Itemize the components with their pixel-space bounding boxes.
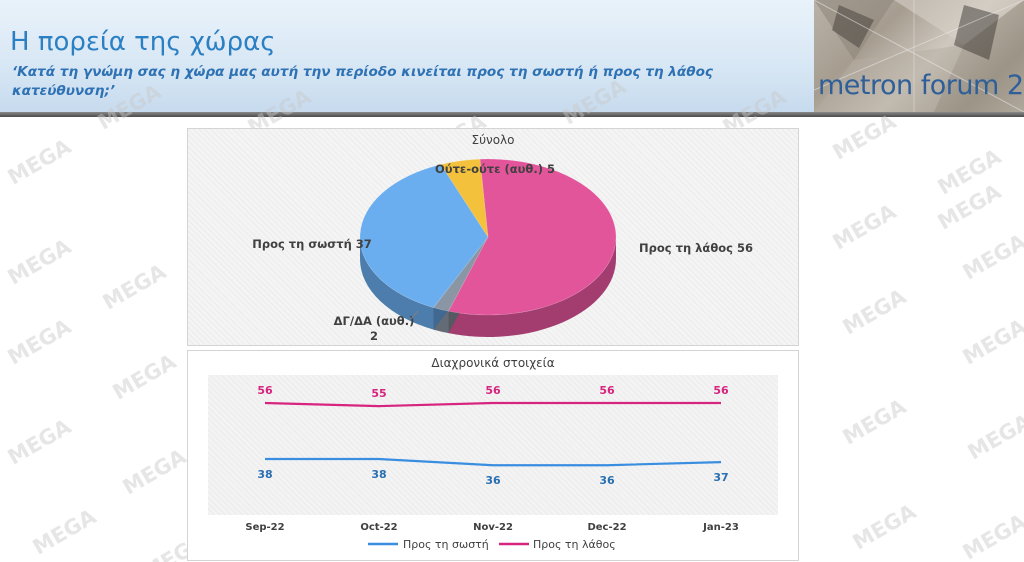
watermark-text: MEGA <box>838 394 911 450</box>
watermark-text: MEGA <box>963 409 1024 465</box>
watermark-text: MEGA <box>958 509 1024 562</box>
pie-label-dk-na: ΔΓ/ΔΑ (αυθ.) <box>334 314 415 328</box>
subtitle-line-1: ‘Κατά τη γνώμη σας η χώρα μας αυτή την π… <box>12 64 713 80</box>
pie-chart: Ούτε-ούτε (αυθ.) 5 Προς τη σωστή 37 Προς… <box>252 158 753 343</box>
subtitle-line-2: κατεύθυνση;’ <box>12 83 116 99</box>
data-label: 38 <box>371 468 386 481</box>
data-label: 36 <box>599 474 615 487</box>
pie-label-dk-na-value: 2 <box>370 329 378 343</box>
line-chart-panel: Διαχρονικά στοιχεία Sep-22 Oct-22 Nov-22 De… <box>187 350 799 561</box>
x-tick-label: Jan-23 <box>702 522 739 533</box>
watermark-text: MEGA <box>828 109 901 165</box>
pie-chart-panel: Σύνολο Ούτε-ούτε (αυθ.) 5 Προς τη σωστή … <box>187 128 799 346</box>
watermark-text: MEGA <box>118 444 191 500</box>
pie-slice-side <box>448 237 616 337</box>
header-divider <box>0 112 1024 117</box>
line-chart-title: Διαχρονικά στοιχεία <box>431 356 555 370</box>
pie-slice <box>447 158 617 316</box>
data-label: 55 <box>371 387 386 400</box>
legend-label-wrong: Προς τη λάθος <box>533 538 616 551</box>
pie-leader-line <box>410 310 419 320</box>
data-label: 56 <box>257 384 273 397</box>
watermark-text: MEGA <box>958 229 1024 285</box>
watermark-text: MEGA <box>98 259 171 315</box>
line-plot-area <box>208 375 778 515</box>
pie-slice <box>432 236 489 312</box>
data-label: 36 <box>485 474 501 487</box>
watermark-text: MEGA <box>3 134 76 190</box>
slide-header: Η πορεία της χώρας ‘Κατά τη γνώμη σας η … <box>0 0 1024 112</box>
pie-label-wrong-direction: Προς τη λάθος 56 <box>639 241 753 255</box>
watermark-text: MEGA <box>933 179 1006 235</box>
metron-forum-logo: metron forum 2 <box>814 0 1024 112</box>
line-chart: Sep-22 Oct-22 Nov-22 Dec-22 Jan-23 38 38 36 36 37… <box>245 384 739 551</box>
data-label: 37 <box>713 471 728 484</box>
legend-label-right: Προς τη σωστή <box>403 538 489 551</box>
x-tick-label: Nov-22 <box>473 522 513 533</box>
logo-text: metron forum 2 <box>818 70 1024 101</box>
pie-chart-title: Σύνολο <box>471 133 515 147</box>
series-line <box>264 401 721 408</box>
data-label: 56 <box>713 384 729 397</box>
data-label: 38 <box>257 468 272 481</box>
watermark-text: MEGA <box>958 314 1024 370</box>
pie-label-right-direction: Προς τη σωστή 37 <box>252 237 372 251</box>
pie-label-neither: Ούτε-ούτε (αυθ.) 5 <box>435 162 555 176</box>
watermark-text: MEGA <box>3 414 76 470</box>
logo-background-graphic <box>814 0 1024 112</box>
x-tick-label: Oct-22 <box>360 522 397 533</box>
pie-slice-side <box>360 237 434 330</box>
watermark-text: MEGA <box>933 144 1006 200</box>
x-tick-label: Dec-22 <box>587 522 626 533</box>
x-tick-label: Sep-22 <box>245 522 284 533</box>
watermark-text: MEGA <box>838 284 911 340</box>
watermark-text: MEGA <box>28 504 101 560</box>
slide-title: Η πορεία της χώρας <box>10 27 276 57</box>
data-label: 56 <box>485 384 501 397</box>
watermark-text: MEGA <box>3 234 76 290</box>
pie-slice <box>359 164 489 308</box>
pie-slice <box>440 158 489 238</box>
data-label: 56 <box>599 384 615 397</box>
slide-subtitle: ‘Κατά τη γνώμη σας η χώρα μας αυτή την π… <box>12 63 782 101</box>
watermark-text: MEGA <box>108 349 181 405</box>
series-line <box>265 457 722 467</box>
watermark-text: MEGA <box>828 199 901 255</box>
watermark-text: MEGA <box>3 314 76 370</box>
line-chart-legend: Προς τη σωστή Προς τη λάθος <box>368 538 616 551</box>
watermark-text: MEGA <box>848 499 921 555</box>
